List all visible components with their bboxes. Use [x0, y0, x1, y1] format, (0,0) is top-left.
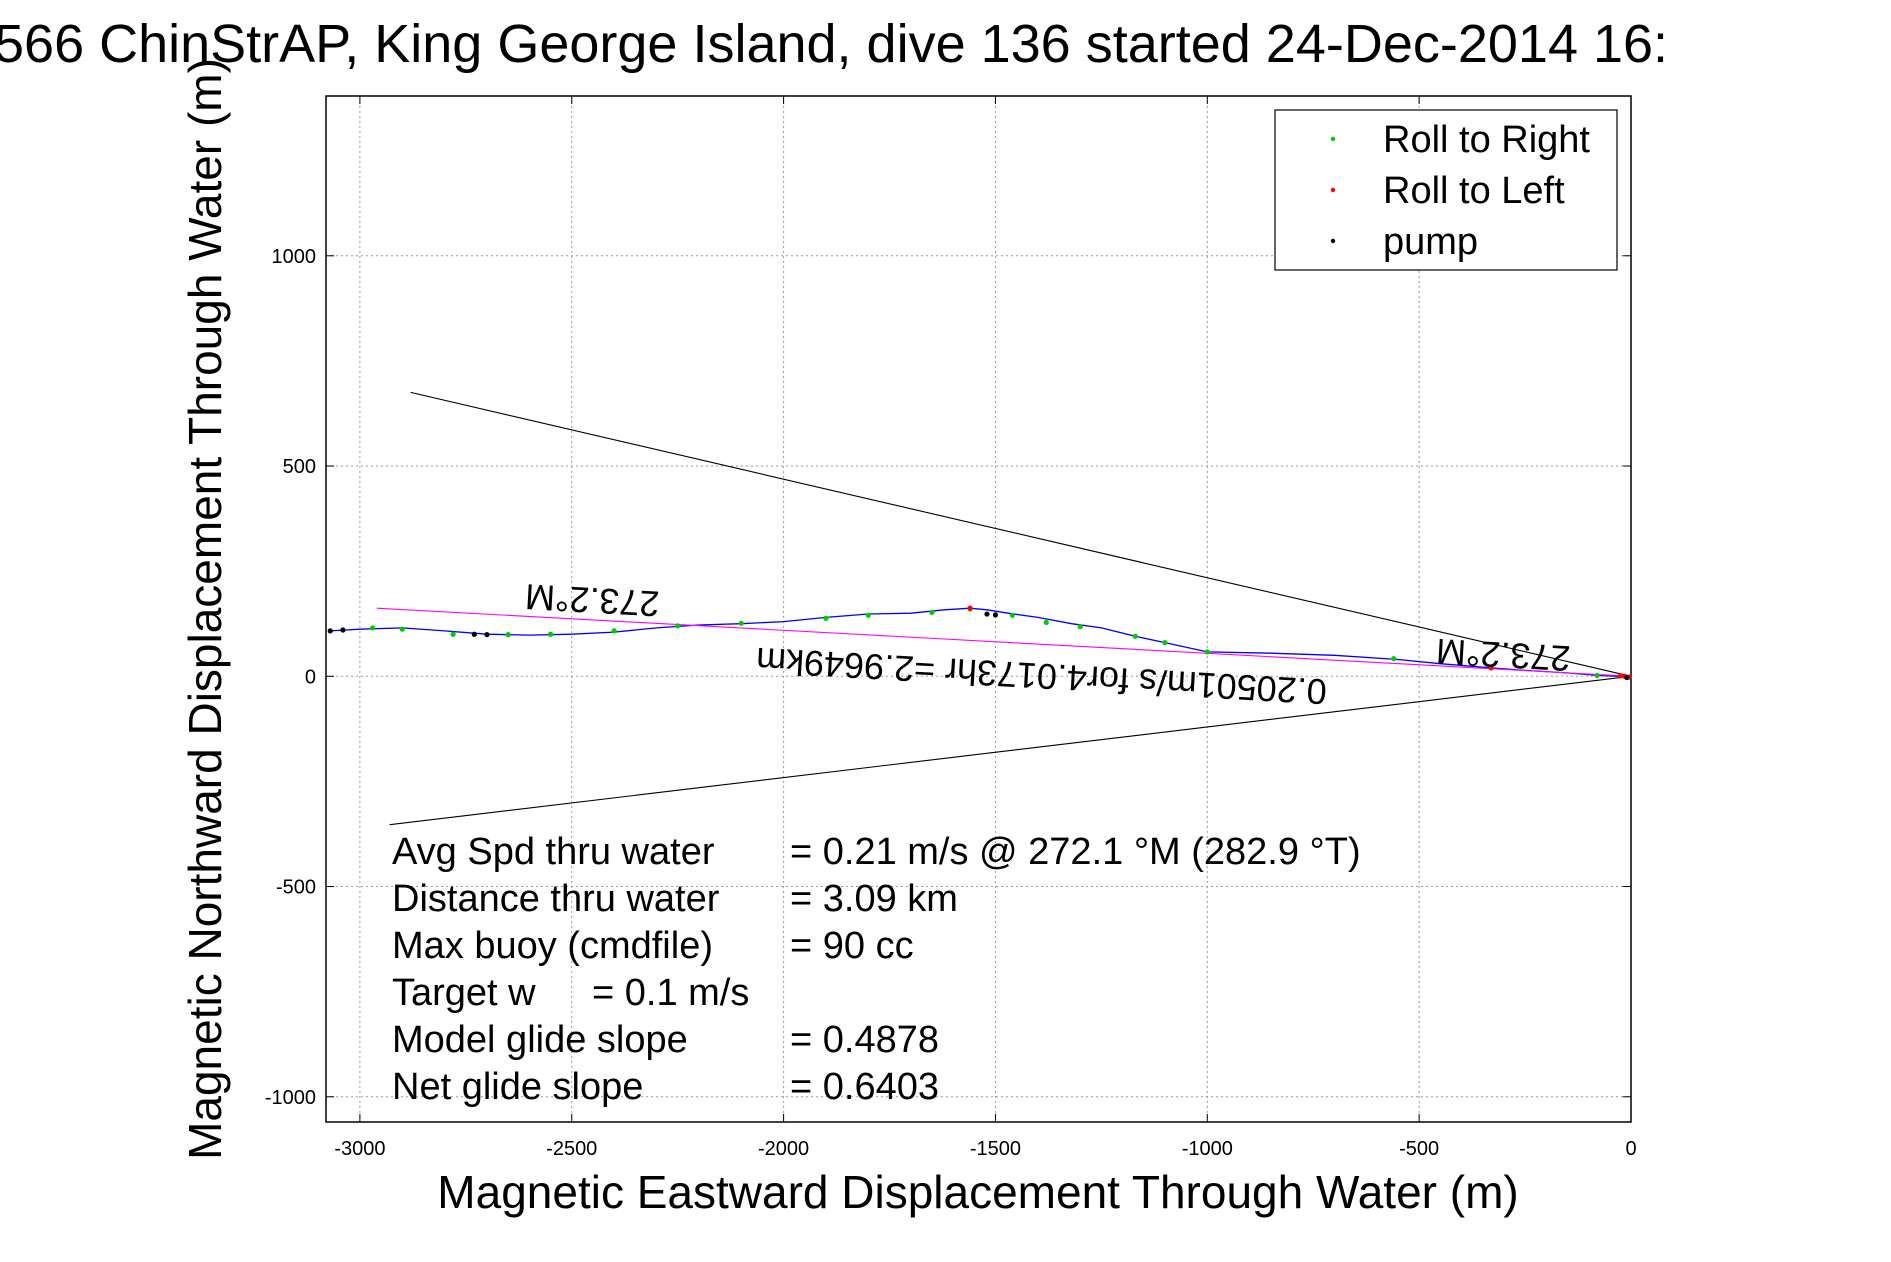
heading-annotation: 273.2°M — [1435, 631, 1572, 679]
stat-value: = 0.4878 — [790, 1019, 939, 1061]
stat-value: = 90 cc — [790, 925, 914, 967]
y-tick-label: 1000 — [272, 246, 317, 268]
x-tick-label: -1500 — [970, 1138, 1021, 1160]
y-tick-label: 500 — [283, 456, 316, 478]
stats-block: Avg Spd thru water = 0.21 m/s @ 272.1 °M … — [392, 831, 1361, 1108]
roll-right-point — [823, 615, 829, 621]
roll-right-point — [865, 612, 871, 618]
x-axis-label: Magnetic Eastward Displacement Through W… — [437, 1166, 1518, 1218]
x-tick-label: 0 — [1625, 1138, 1636, 1160]
track-line — [330, 607, 1631, 677]
heading-bound-lower-line — [389, 675, 1632, 826]
pump-point — [1624, 674, 1630, 681]
y-tick-label: 0 — [305, 666, 316, 688]
roll-left-point — [967, 605, 973, 611]
pump-point — [992, 612, 999, 618]
x-tick-label: -1000 — [1182, 1138, 1233, 1160]
heading-bound-upper-line — [410, 391, 1632, 677]
roll-left-point — [1617, 673, 1624, 679]
roll-right-point — [611, 628, 617, 634]
heading-annotation: 273.2°M — [524, 576, 661, 624]
x-tick-label: -500 — [1399, 1138, 1439, 1160]
roll-right-point — [1391, 656, 1397, 662]
legend-marker — [1330, 238, 1336, 244]
pump-point — [327, 628, 333, 634]
stat-label: Avg Spd thru water — [392, 831, 715, 873]
legend-label: Roll to Left — [1383, 170, 1565, 212]
y-tick-label: -1000 — [265, 1087, 316, 1109]
legend-label: Roll to Right — [1383, 119, 1590, 161]
roll-right-point — [547, 631, 554, 637]
pump-point — [484, 632, 490, 638]
roll-right-point — [1132, 633, 1138, 639]
pump-point — [340, 627, 346, 633]
stat-value: = 3.09 km — [790, 878, 958, 920]
legend-marker — [1330, 187, 1336, 193]
roll-right-point — [1077, 624, 1083, 630]
legend: Roll to Right Roll to Left pump — [1274, 109, 1618, 271]
x-tick-label: -2000 — [758, 1138, 809, 1160]
legend-marker — [1330, 136, 1336, 142]
roll-left-point — [1488, 665, 1494, 671]
roll-right-point — [1204, 649, 1210, 655]
roll-right-point — [929, 609, 935, 615]
axis-ticks: -3000 -2500 -2000 -1500 -1000 -500 0 -1000 -500 0… — [265, 96, 1637, 1160]
data-layer — [327, 391, 1632, 826]
x-tick-label: -2500 — [546, 1138, 597, 1160]
roll-right-point — [450, 631, 456, 637]
roll-right-point — [370, 625, 376, 631]
x-tick-label: -3000 — [334, 1138, 385, 1160]
roll-right-point — [1594, 672, 1600, 679]
y-axis-label: Magnetic Northward Displacement Through … — [179, 58, 231, 1160]
mean-heading-line — [376, 607, 1632, 677]
pump-point — [471, 631, 477, 637]
roll-right-point — [738, 620, 744, 626]
chart-title: 566 ChinStrAP, King George Island, dive … — [0, 14, 1668, 74]
stat-value: = 0.1 m/s — [592, 972, 749, 1014]
roll-right-point — [399, 626, 405, 632]
stat-label: Distance thru water — [392, 878, 720, 920]
stat-value: = 0.21 m/s @ 272.1 °M (282.9 °T) — [790, 831, 1361, 873]
stat-value: = 0.6403 — [790, 1066, 939, 1108]
pump-point — [984, 611, 990, 617]
legend-label: pump — [1383, 221, 1478, 263]
stat-label: Net glide slope — [392, 1066, 643, 1108]
roll-right-point — [1043, 619, 1049, 626]
roll-right-point — [505, 632, 511, 638]
stat-label: Target w — [392, 972, 536, 1014]
y-tick-label: -500 — [276, 877, 316, 899]
stat-label: Max buoy (cmdfile) — [392, 925, 713, 967]
roll-right-point — [675, 623, 681, 629]
roll-right-point — [1162, 640, 1168, 646]
stat-label: Model glide slope — [392, 1019, 688, 1061]
roll-right-point — [1009, 612, 1015, 618]
